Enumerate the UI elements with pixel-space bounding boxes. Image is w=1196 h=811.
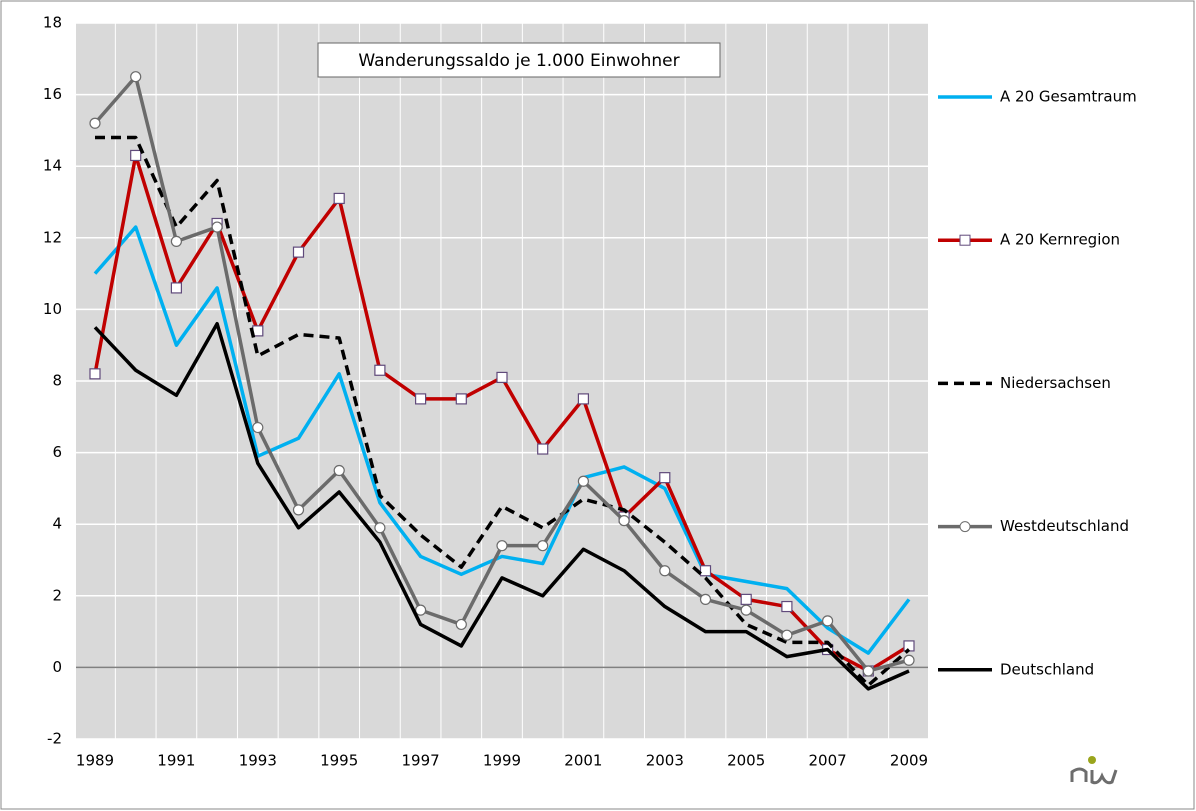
point [374, 522, 386, 534]
x-tick-label: 2009 [890, 752, 928, 770]
point [740, 604, 752, 616]
point [374, 364, 386, 376]
series-line [93, 225, 911, 655]
legend-item: A 20 Kernregion [938, 231, 1120, 249]
point [252, 421, 264, 434]
point [130, 71, 142, 83]
point [415, 393, 427, 405]
point [496, 540, 508, 552]
point [89, 368, 101, 380]
legend-label: A 20 Gesamtraum [1000, 88, 1137, 106]
x-tick-label: 2001 [564, 752, 602, 770]
point [211, 221, 223, 233]
point [455, 393, 467, 405]
point [781, 600, 793, 613]
point [333, 464, 345, 477]
x-tick-label: 1995 [320, 752, 358, 770]
point [781, 629, 793, 641]
legend-label: Niedersachsen [1000, 374, 1111, 392]
y-tick-label: -2 [47, 730, 62, 748]
x-tick-label: 2005 [727, 752, 765, 770]
y-tick-label: 10 [43, 300, 62, 318]
point [740, 593, 752, 605]
y-tick-label: 0 [52, 658, 62, 676]
legend-marker [959, 521, 971, 533]
legend-marker [959, 234, 971, 246]
point [170, 282, 182, 294]
point [862, 665, 874, 677]
point [455, 618, 467, 631]
point [659, 565, 671, 577]
x-tick-label: 1993 [239, 752, 277, 770]
point [821, 615, 834, 627]
point [292, 504, 305, 516]
legend-item: Westdeutschland [938, 517, 1129, 535]
y-tick-label: 8 [52, 372, 62, 390]
x-tick-label: 2007 [809, 752, 847, 770]
x-tick-label: 1997 [402, 752, 440, 770]
legend-label: Westdeutschland [1000, 517, 1129, 535]
y-tick-label: 18 [43, 14, 62, 32]
x-tick-label: 1989 [76, 752, 114, 770]
point [537, 443, 549, 455]
point [415, 604, 427, 616]
legend-item: Deutschland [938, 660, 1094, 678]
legend-item: A 20 Gesamtraum [938, 88, 1137, 106]
point [537, 540, 549, 552]
point [333, 192, 345, 205]
legend-item: Niedersachsen [938, 374, 1111, 392]
point [699, 593, 712, 605]
y-tick-label: 14 [43, 157, 62, 175]
point [130, 149, 142, 162]
y-tick-label: 2 [52, 586, 62, 604]
x-tick-label: 1999 [483, 752, 521, 770]
point [618, 515, 630, 527]
legend-label: A 20 Kernregion [1000, 231, 1120, 249]
y-tick-label: 6 [52, 443, 62, 461]
chart-title: Wanderungssaldo je 1.000 Einwohner [358, 51, 679, 71]
y-tick-label: 16 [43, 85, 62, 103]
series-line [93, 321, 910, 691]
y-tick-label: 4 [52, 515, 62, 533]
point [577, 475, 590, 487]
point [903, 640, 915, 652]
point [577, 393, 590, 405]
point [170, 235, 182, 247]
legend-label: Deutschland [1000, 660, 1094, 678]
logo [1070, 756, 1118, 785]
point [89, 117, 101, 129]
x-tick-label: 2003 [646, 752, 684, 770]
point [496, 371, 508, 384]
point [659, 472, 671, 484]
point [292, 246, 305, 258]
y-tick-label: 12 [43, 228, 62, 246]
title-box [317, 42, 721, 78]
point [699, 565, 712, 577]
point [903, 654, 915, 666]
series-line [95, 135, 911, 688]
x-tick-label: 1991 [157, 752, 195, 770]
